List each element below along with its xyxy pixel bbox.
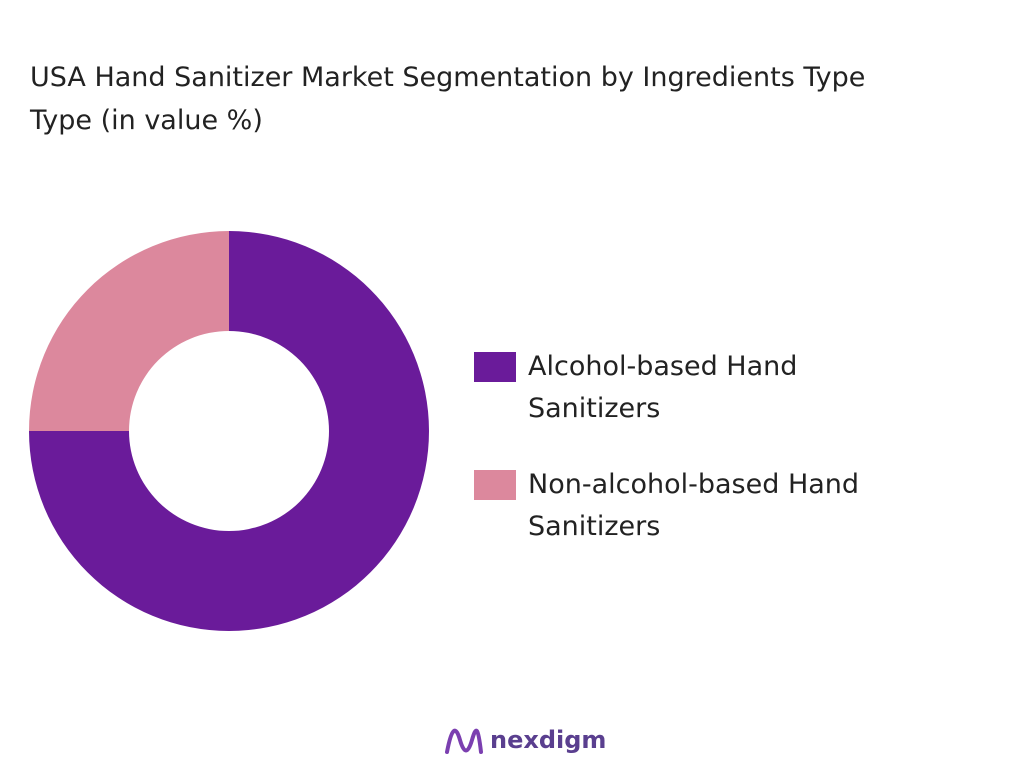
chart — [29, 231, 429, 631]
legend-swatch — [474, 470, 516, 500]
legend-item: Alcohol-based Hand Sanitizers — [474, 346, 934, 430]
legend-label: Alcohol-based Hand Sanitizers — [528, 351, 798, 424]
brand-name: nexdigm — [490, 726, 607, 754]
legend-item: Non-alcohol-based Hand Sanitizers — [474, 464, 934, 548]
legend: Alcohol-based Hand Sanitizers Non-alcohol… — [474, 346, 934, 582]
brand-logo — [445, 728, 483, 754]
title-line: Type (in value %) — [30, 105, 263, 136]
brand: nexdigm — [444, 722, 606, 758]
donut-segment — [29, 231, 229, 431]
title-line: USA Hand Sanitizer Market Segmentation b… — [30, 62, 866, 93]
donut-segment — [29, 231, 429, 631]
legend-swatch — [474, 352, 516, 382]
chart-title: USA Hand Sanitizer Market Segmentation b… — [30, 56, 865, 142]
legend-label: Non-alcohol-based Hand Sanitizers — [528, 469, 860, 542]
